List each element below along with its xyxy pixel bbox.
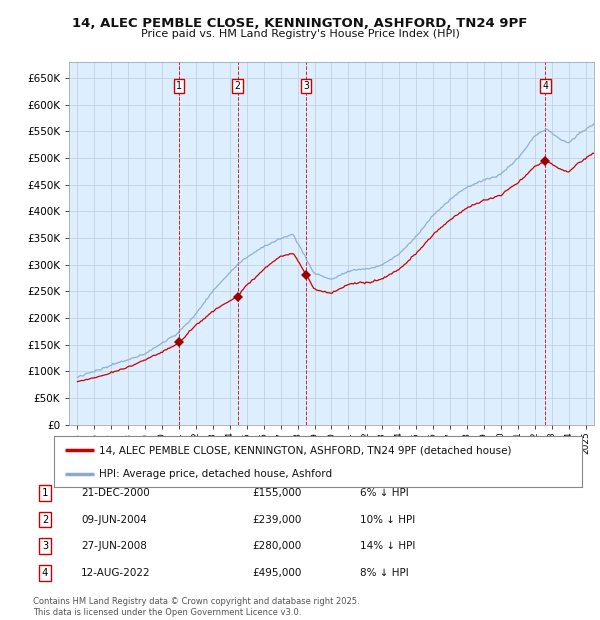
Text: 6% ↓ HPI: 6% ↓ HPI	[360, 488, 409, 498]
Text: 21-DEC-2000: 21-DEC-2000	[81, 488, 150, 498]
Text: £239,000: £239,000	[252, 515, 301, 525]
Text: 3: 3	[42, 541, 48, 551]
Text: 14, ALEC PEMBLE CLOSE, KENNINGTON, ASHFORD, TN24 9PF (detached house): 14, ALEC PEMBLE CLOSE, KENNINGTON, ASHFO…	[99, 445, 511, 455]
Text: 14% ↓ HPI: 14% ↓ HPI	[360, 541, 415, 551]
Text: 09-JUN-2004: 09-JUN-2004	[81, 515, 147, 525]
Text: 1: 1	[176, 81, 182, 91]
Text: £155,000: £155,000	[252, 488, 301, 498]
Text: This data is licensed under the Open Government Licence v3.0.: This data is licensed under the Open Gov…	[33, 608, 301, 617]
Text: 3: 3	[303, 81, 309, 91]
Text: 8% ↓ HPI: 8% ↓ HPI	[360, 568, 409, 578]
Text: 1: 1	[42, 488, 48, 498]
Text: 2: 2	[235, 81, 241, 91]
Text: 10% ↓ HPI: 10% ↓ HPI	[360, 515, 415, 525]
Text: 14, ALEC PEMBLE CLOSE, KENNINGTON, ASHFORD, TN24 9PF: 14, ALEC PEMBLE CLOSE, KENNINGTON, ASHFO…	[73, 17, 527, 30]
Text: HPI: Average price, detached house, Ashford: HPI: Average price, detached house, Ashf…	[99, 469, 332, 479]
Text: 2: 2	[42, 515, 48, 525]
Text: 12-AUG-2022: 12-AUG-2022	[81, 568, 151, 578]
Text: Price paid vs. HM Land Registry's House Price Index (HPI): Price paid vs. HM Land Registry's House …	[140, 29, 460, 39]
Text: 4: 4	[42, 568, 48, 578]
Text: 4: 4	[542, 81, 548, 91]
Text: £495,000: £495,000	[252, 568, 301, 578]
Text: £280,000: £280,000	[252, 541, 301, 551]
Text: 27-JUN-2008: 27-JUN-2008	[81, 541, 147, 551]
Text: Contains HM Land Registry data © Crown copyright and database right 2025.: Contains HM Land Registry data © Crown c…	[33, 597, 359, 606]
